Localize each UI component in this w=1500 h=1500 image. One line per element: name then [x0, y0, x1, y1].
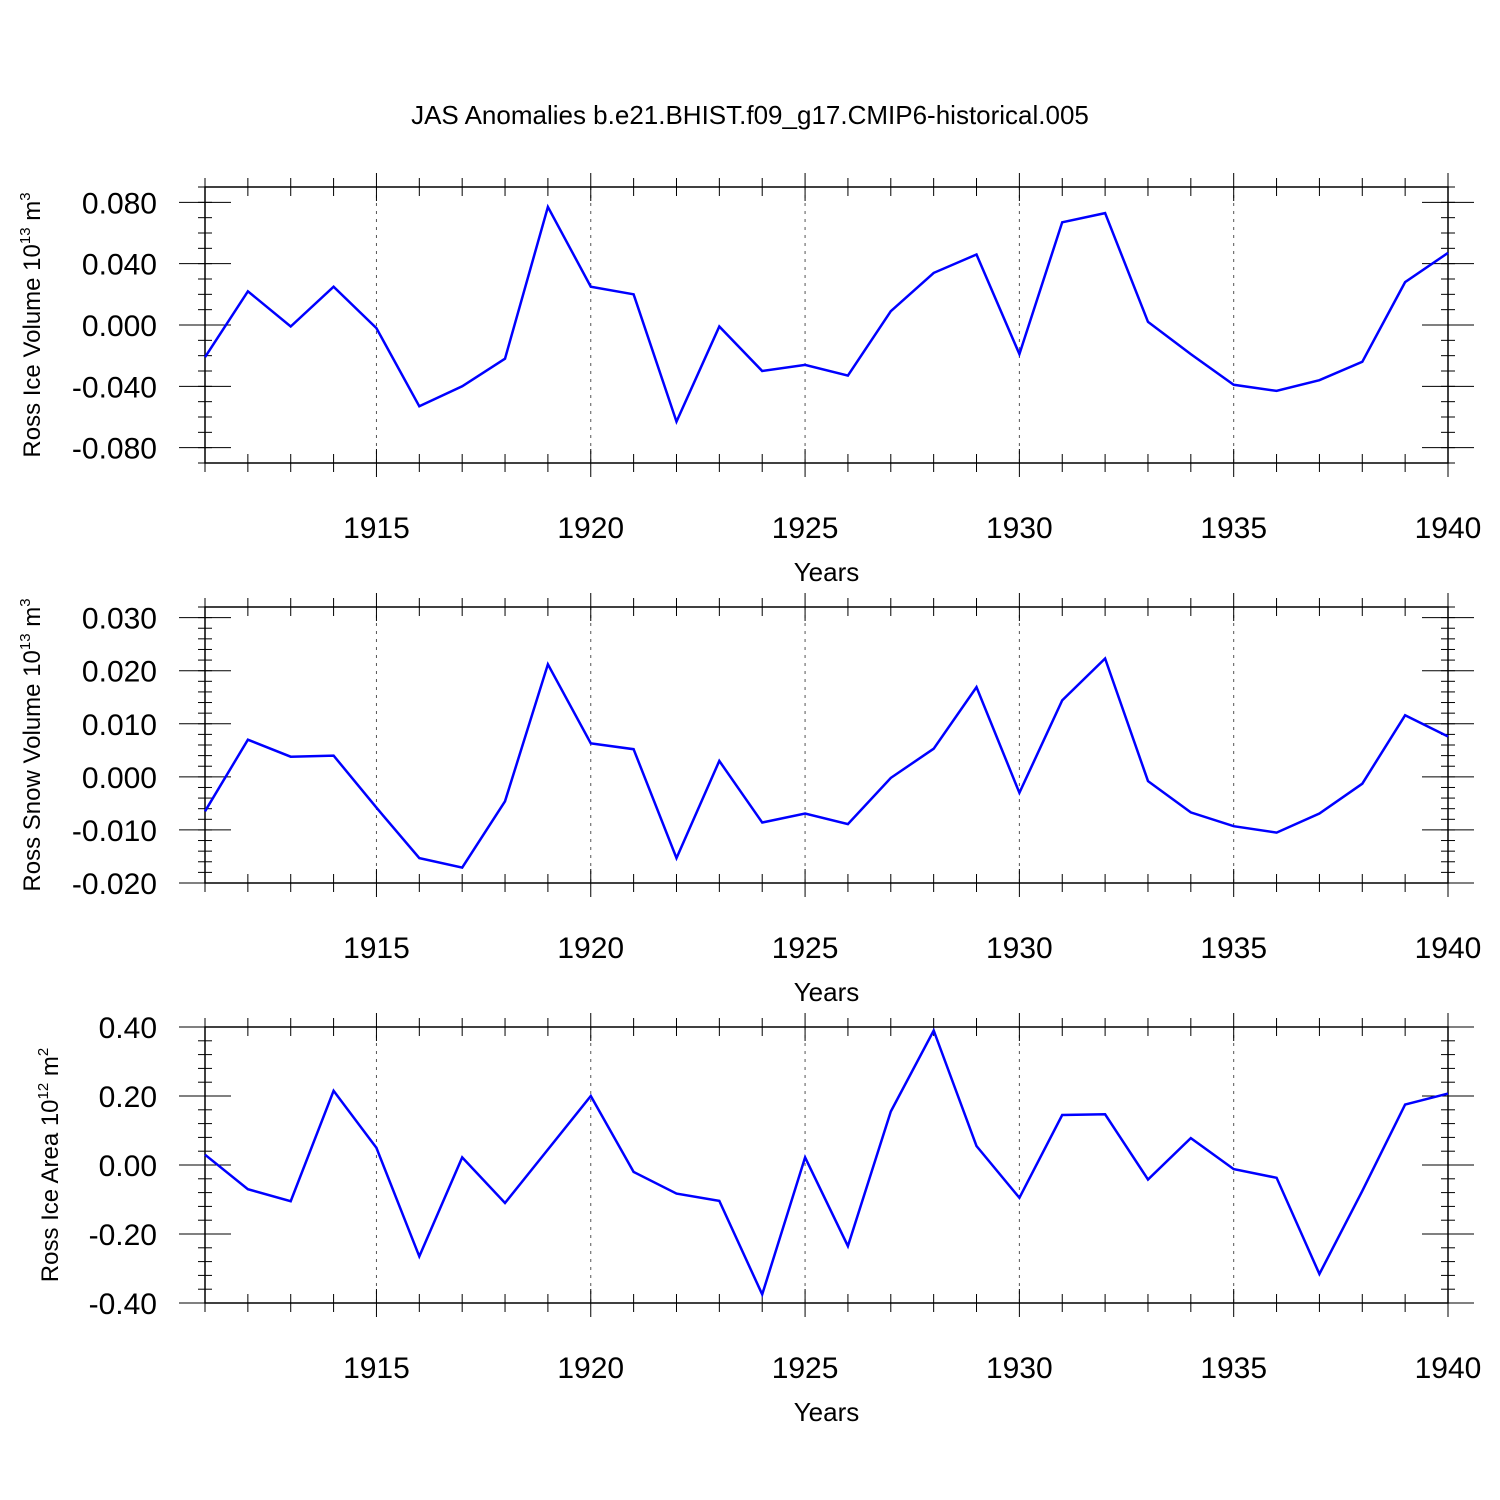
x-tick-label: 1940 — [1415, 1352, 1482, 1385]
y-tick-label: -0.40 — [89, 1288, 157, 1321]
x-tick-label: 1920 — [557, 932, 624, 965]
y-axis-label-part: m — [19, 607, 46, 634]
y-tick-label: 0.020 — [82, 656, 157, 689]
chart-title: JAS Anomalies b.e21.BHIST.f09_g17.CMIP6-… — [411, 100, 1089, 130]
y-axis-label: Ross Snow Volume 1013 m3 — [17, 598, 46, 891]
y-axis-label-superscript: 3 — [17, 192, 34, 200]
x-tick-label: 1930 — [986, 1352, 1053, 1385]
y-tick-label: 0.20 — [99, 1081, 157, 1114]
x-tick-label: 1930 — [986, 512, 1053, 545]
y-axis-label-part: m — [37, 1056, 64, 1083]
x-axis-label: Years — [794, 1397, 860, 1427]
plot-frame — [204, 606, 1449, 884]
y-tick-label: 0.000 — [82, 762, 157, 795]
y-axis-label-superscript: 12 — [35, 1083, 52, 1100]
panel-2: 0.030 0.020 0.010 0.000 -0.010 -0.020 1915 1920… — [17, 593, 1481, 1007]
y-tick-label: 0.00 — [99, 1150, 157, 1183]
y-axis-label-part: m — [19, 201, 46, 228]
x-tick-label: 1935 — [1200, 512, 1267, 545]
y-axis-label-superscript: 13 — [17, 633, 34, 650]
panel-1: 0.080 0.040 0.000 -0.040 -0.080 1915 1920 1925 1… — [17, 173, 1481, 587]
y-tick-label: 0.030 — [82, 603, 157, 636]
y-axis-label-superscript: 3 — [17, 598, 34, 606]
x-tick-label: 1915 — [343, 932, 410, 965]
x-tick-label: 1920 — [557, 512, 624, 545]
x-tick-label: 1915 — [343, 512, 410, 545]
y-axis-label-part: Ross Ice Area 10 — [37, 1099, 64, 1282]
x-tick-label: 1930 — [986, 932, 1053, 965]
y-tick-label: -0.020 — [72, 868, 157, 901]
x-tick-label: 1940 — [1415, 932, 1482, 965]
plot-frame — [204, 1026, 1449, 1304]
y-tick-label: 0.000 — [82, 310, 157, 343]
y-axis-label-superscript: 2 — [35, 1048, 52, 1056]
x-tick-label: 1925 — [772, 512, 839, 545]
series-line — [203, 656, 1449, 870]
y-tick-label: -0.080 — [72, 433, 157, 466]
y-axis-label-superscript: 13 — [17, 227, 34, 244]
x-axis-label: Years — [794, 557, 860, 587]
x-tick-label: 1920 — [557, 1352, 624, 1385]
plot-frame — [204, 186, 1449, 464]
x-tick-label: 1915 — [343, 1352, 410, 1385]
y-tick-label: -0.040 — [72, 371, 157, 404]
y-tick-label: -0.010 — [72, 815, 157, 848]
series-line — [204, 1027, 1449, 1298]
y-axis-label: Ross Ice Volume 1013 m3 — [17, 192, 46, 457]
y-axis-label-part: Ross Snow Volume 10 — [19, 650, 46, 891]
x-tick-label: 1925 — [772, 932, 839, 965]
y-tick-label: -0.20 — [89, 1219, 157, 1252]
y-axis-label: Ross Ice Area 1012 m2 — [35, 1048, 64, 1282]
x-axis-label: Years — [794, 977, 860, 1007]
y-axis-label-part: Ross Ice Volume 10 — [19, 244, 46, 457]
y-tick-label: 0.040 — [82, 249, 157, 282]
y-tick-label: 0.40 — [99, 1012, 157, 1045]
y-tick-label: 0.080 — [82, 187, 157, 220]
y-tick-label: 0.010 — [82, 709, 157, 742]
panel-3: 0.40 0.20 0.00 -0.20 -0.40 1915 1920 1925 1930 19… — [35, 1012, 1481, 1427]
series-line — [203, 203, 1449, 426]
x-tick-label: 1935 — [1200, 932, 1267, 965]
x-tick-label: 1935 — [1200, 1352, 1267, 1385]
chart-panels: 0.080 0.040 0.000 -0.040 -0.080 1915 1920 1925 1… — [17, 173, 1481, 1427]
x-tick-label: 1940 — [1415, 512, 1482, 545]
x-tick-label: 1925 — [772, 1352, 839, 1385]
